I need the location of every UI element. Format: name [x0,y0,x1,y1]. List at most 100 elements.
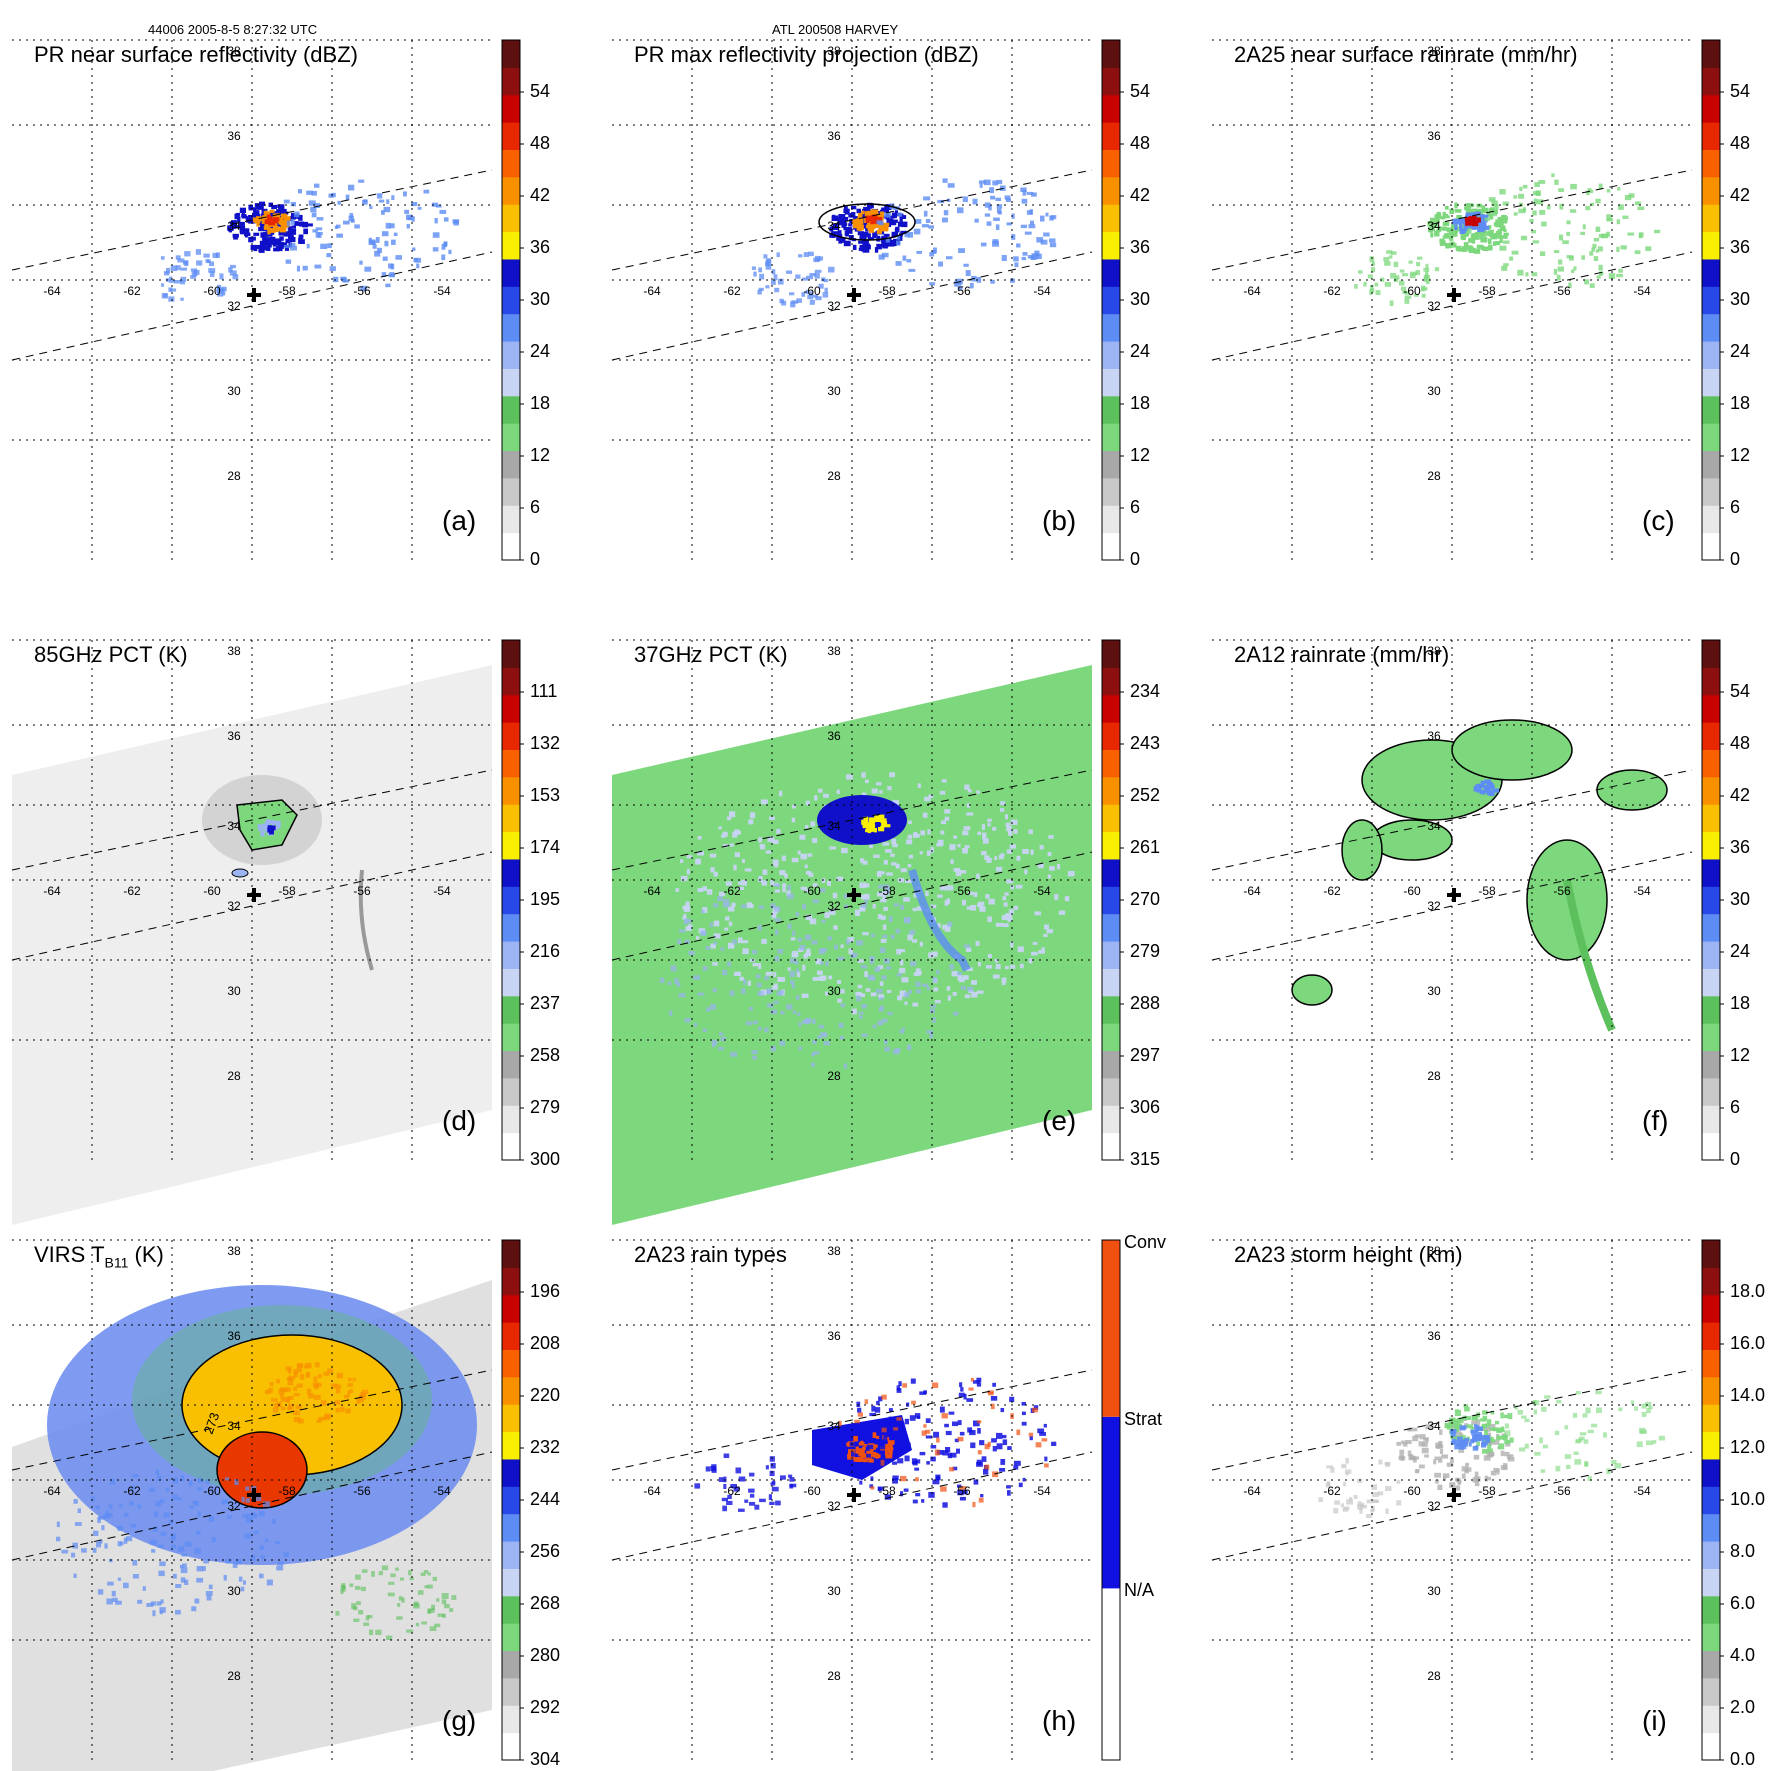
lat-label: 28 [1427,469,1441,483]
panel-title-g: VIRS TB11 (K) [34,1242,164,1271]
colorbar-segment [1102,858,1120,887]
lat-label: 38 [1427,1244,1441,1258]
colorbar-tick-label: 6 [1730,497,1741,517]
swath-edge-upper [611,169,1093,271]
rain-contour [1451,719,1573,781]
colorbar-tick-label: 12 [1130,445,1151,465]
colorbar-segment [1102,722,1120,750]
colorbar-tick-label: 18 [1730,993,1751,1013]
header-storm-name: ATL 200508 HARVEY [772,22,899,37]
colorbar-tick-label: 280 [530,1645,561,1665]
colorbar-segment [502,477,520,506]
colorbar-segment [1702,1650,1720,1679]
panel-letter-h: (h) [1042,1705,1077,1736]
colorbar-tick-label: 6 [1130,497,1141,517]
colorbar-segment [1102,286,1120,315]
storm-center-marker [247,888,261,902]
lon-label: -56 [353,884,371,898]
colorbar-segment [502,1431,520,1460]
lon-label: -54 [433,884,451,898]
colorbar-segment [502,1294,520,1323]
lon-label: -58 [878,884,896,898]
panel-letter-g: (g) [442,1705,477,1736]
colorbar-segment [1102,505,1120,534]
lon-label: -64 [643,284,661,298]
colorbar-segment [1102,913,1120,942]
colorbar-tick-label: 174 [530,837,561,857]
colorbar-segment [502,804,520,833]
colorbar-segment [502,667,520,696]
colorbar-tick-label: 4.0 [1730,1645,1756,1665]
swath-edge-upper [11,769,493,871]
colorbar-segment [1102,149,1120,178]
swath-edge-lower [11,251,493,361]
lat-label: 36 [227,1329,241,1343]
colorbar-segment [502,40,520,68]
lat-label: 38 [827,644,841,658]
colorbar-tick-label: 292 [530,1697,561,1717]
lat-label: 30 [1427,1584,1441,1598]
colorbar-tick-label: 256 [530,1541,561,1561]
colorbar-segment [1702,1294,1720,1323]
colorbar-segment [502,722,520,750]
lon-label: -60 [203,284,221,298]
colorbar-segment [1102,694,1120,723]
colorbar-segment [502,995,520,1024]
colorbar-segment [1702,941,1720,969]
lat-label: 30 [827,984,841,998]
lon-label: -60 [203,1484,221,1498]
colorbar-segment [1102,1050,1120,1079]
panel-c: -64 -62 -60 -58 -56 -54 38 36 34 32 30 28 [1211,39,1693,560]
colorbar-segment [502,1050,520,1079]
colorbar-tick-label: 54 [1730,81,1751,101]
lat-label: 34 [1427,1419,1441,1433]
colorbar-segment [1702,450,1720,479]
lon-label: -56 [953,284,971,298]
colorbar-segment [1702,749,1720,778]
colorbar-segment [1702,94,1720,123]
colorbar-segment [502,1077,520,1106]
panel-e: -64 -62 -60 -58 -56 -54 38 36 34 32 30 28 [611,639,1093,1225]
colorbar-tick-label: 196 [530,1281,561,1301]
colorbar-segment [1102,204,1120,233]
colorbar-segment [1702,258,1720,287]
colorbar-category-label: N/A [1124,1580,1155,1601]
panel-title-h: 2A23 rain types [634,1242,787,1267]
lat-label: 32 [227,299,241,313]
colorbar-segment [502,749,520,778]
colorbar-segment [502,1513,520,1542]
lon-label: -56 [1553,284,1571,298]
colorbar-tick-label: 48 [1730,133,1751,153]
colorbar-segment [1702,204,1720,233]
colorbar-tick-label: 18.0 [1730,1281,1766,1301]
lon-label: -56 [1553,1484,1571,1498]
colorbar-segment [502,122,520,150]
storm-center-marker [847,888,861,902]
colorbar-tick-label: 258 [530,1045,561,1065]
lon-label: -58 [1478,1484,1496,1498]
colorbar-segment [1702,286,1720,315]
colorbar-segment [1702,995,1720,1024]
colorbar-segment [502,1132,520,1161]
lat-label: 34 [227,219,241,233]
lat-label: 30 [1427,384,1441,398]
colorbar-segment [1102,749,1120,778]
colorbar-segment [1102,1132,1120,1161]
storm-center-marker [847,1488,861,1502]
colorbar-segment [502,886,520,915]
panel-title-e: 37GHz PCT (K) [634,642,788,667]
colorbar-segment [502,1240,520,1268]
colorbar-tick-label: 54 [530,81,551,101]
colorbar-segment [502,1404,520,1433]
lat-label: 28 [227,1669,241,1683]
colorbar-tick-label: 8.0 [1730,1541,1756,1561]
colorbar-segment [1702,1240,1720,1268]
colorbar-segment [502,395,520,424]
colorbar-tick-label: 14.0 [1730,1385,1766,1405]
lon-label: -64 [643,884,661,898]
colorbar-segment [502,1595,520,1624]
colorbar-tick-label: 232 [530,1437,561,1457]
colorbar-segment [502,1267,520,1296]
swath-edge-upper [1211,769,1693,871]
colorbar-segment [1102,368,1120,397]
